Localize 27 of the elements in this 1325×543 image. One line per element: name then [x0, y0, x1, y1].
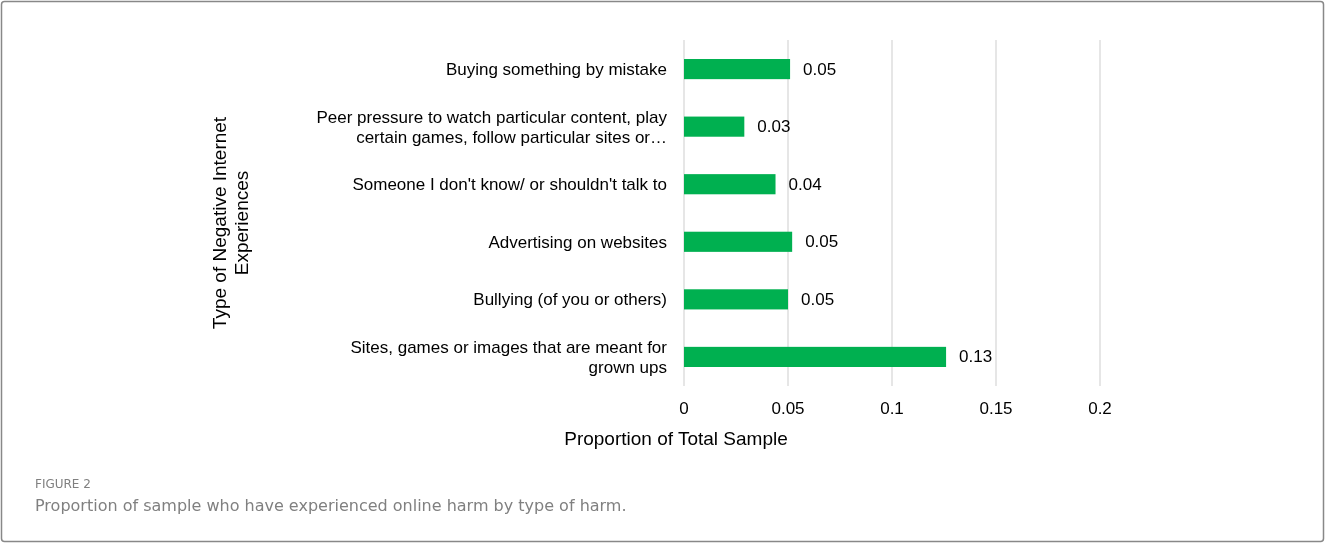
x-tick-label: 0.1	[880, 399, 904, 418]
y-tick-label: Peer pressure to watch particular content, play certain games, follow particular sites or…	[316, 107, 668, 147]
y-tick-label: Buying something by mistake	[445, 60, 667, 80]
data-label: 0.05	[803, 59, 837, 79]
data-label: 0.05	[805, 232, 839, 252]
data-label: 0.13	[959, 347, 993, 367]
y-tick-label: Advertising on websites	[488, 232, 667, 252]
bar	[684, 59, 791, 80]
text: Proportion of sample who have experienced online harm by type of harm.	[35, 496, 627, 515]
bar	[684, 231, 793, 252]
data-label: 0.03	[757, 117, 791, 137]
y-tick-label: Someone I don't know/ or shouldn't talk to	[352, 175, 667, 195]
y-axis-title: Type of Negative Internet Experiences	[209, 116, 252, 330]
x-tick-label: 0.15	[979, 399, 1013, 418]
bar	[684, 289, 788, 310]
data-label: 0.05	[801, 289, 835, 309]
x-tick-label: 0.2	[1088, 399, 1112, 418]
bar	[684, 174, 776, 195]
y-tick-label: Bullying (of you or others)	[473, 290, 667, 310]
x-tick-label: 0	[679, 399, 689, 418]
x-tick-label: 0.05	[771, 399, 805, 418]
bar	[684, 116, 745, 137]
x-axis-title: Proportion of Total Sample	[564, 428, 788, 449]
y-tick-label: Sites, games or images that are meant for grown ups	[350, 337, 668, 377]
bar	[684, 346, 947, 367]
data-label: 0.04	[788, 174, 822, 194]
caption: FIGURE 2	[35, 477, 91, 491]
